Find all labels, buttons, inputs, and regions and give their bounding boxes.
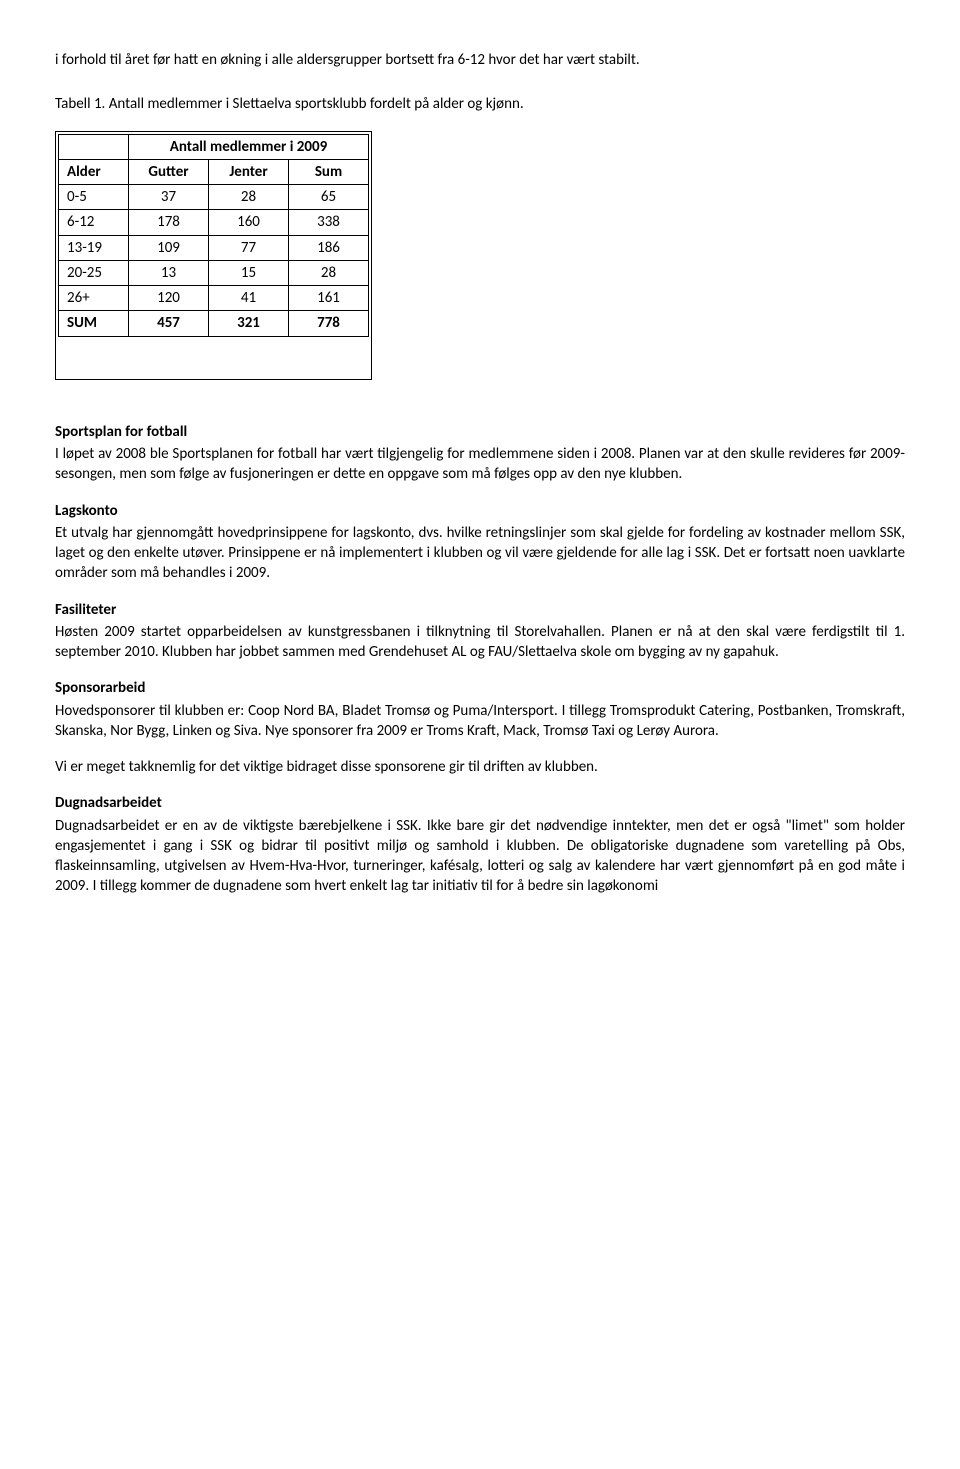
table-row: 13-19 109 77 186 [59,235,369,260]
body-lagskonto: Et utvalg har gjennomgått hovedprinsippe… [55,523,905,584]
col-header-jenter: Jenter [209,159,289,184]
cell: 28 [209,185,289,210]
members-table-wrap: Antall medlemmer i 2009 Alder Gutter Jen… [55,131,372,380]
cell: SUM [59,311,129,336]
cell: 65 [289,185,369,210]
table-title: Antall medlemmer i 2009 [129,134,369,159]
heading-sponsor: Sponsorarbeid [55,678,905,698]
cell: 28 [289,260,369,285]
cell: 338 [289,210,369,235]
cell: 13-19 [59,235,129,260]
table-row: 6-12 178 160 338 [59,210,369,235]
cell: 15 [209,260,289,285]
intro-paragraph: i forhold til året før hatt en økning i … [55,50,905,70]
cell: 178 [129,210,209,235]
col-header-sum: Sum [289,159,369,184]
members-table: Antall medlemmer i 2009 Alder Gutter Jen… [58,134,369,337]
cell: 37 [129,185,209,210]
body-dugnad: Dugnadsarbeidet er en av de viktigste bæ… [55,816,905,897]
body-sponsor: Hovedsponsorer til klubben er: Coop Nord… [55,701,905,742]
cell: 109 [129,235,209,260]
col-header-gutter: Gutter [129,159,209,184]
body-sponsor-thanks: Vi er meget takknemlig for det viktige b… [55,757,905,777]
heading-dugnad: Dugnadsarbeidet [55,793,905,813]
table-caption: Tabell 1. Antall medlemmer i Slettaelva … [55,94,905,114]
cell: 120 [129,286,209,311]
cell: 26+ [59,286,129,311]
cell: 13 [129,260,209,285]
cell: 778 [289,311,369,336]
table-row-sum: SUM 457 321 778 [59,311,369,336]
heading-fasiliteter: Fasiliteter [55,600,905,620]
table-corner-blank [59,134,129,159]
cell: 6-12 [59,210,129,235]
cell: 0-5 [59,185,129,210]
cell: 20-25 [59,260,129,285]
cell: 321 [209,311,289,336]
cell: 41 [209,286,289,311]
heading-sportsplan: Sportsplan for fotball [55,422,905,442]
body-fasiliteter: Høsten 2009 startet opparbeidelsen av ku… [55,622,905,663]
cell: 160 [209,210,289,235]
cell: 186 [289,235,369,260]
table-row: 26+ 120 41 161 [59,286,369,311]
table-row: 0-5 37 28 65 [59,185,369,210]
table-row: 20-25 13 15 28 [59,260,369,285]
cell: 161 [289,286,369,311]
body-sportsplan: I løpet av 2008 ble Sportsplanen for fot… [55,444,905,485]
cell: 457 [129,311,209,336]
heading-lagskonto: Lagskonto [55,501,905,521]
cell: 77 [209,235,289,260]
col-header-alder: Alder [59,159,129,184]
